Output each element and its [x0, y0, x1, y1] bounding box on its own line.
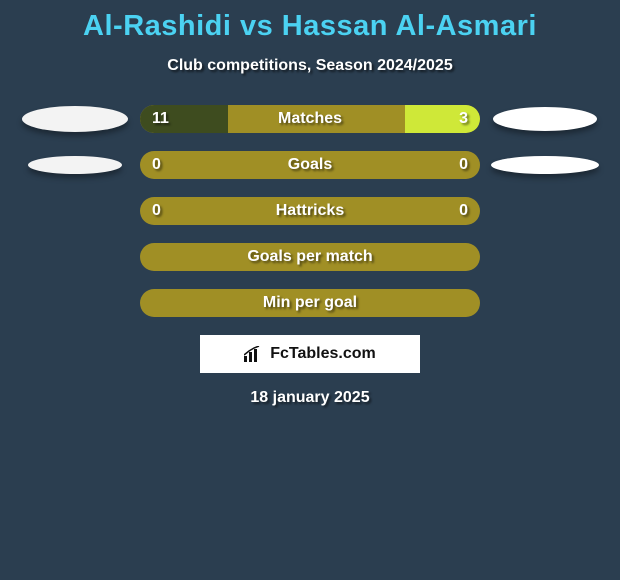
stat-label: Goals: [140, 156, 480, 174]
stat-value-right: 0: [459, 202, 468, 220]
brand-text: FcTables.com: [270, 345, 376, 363]
player-ellipse-left: [28, 156, 122, 174]
stat-label: Min per goal: [140, 294, 480, 312]
left-ellipse-cell: [10, 156, 140, 174]
stat-row-hattricks: Hattricks0 0: [10, 197, 610, 225]
bar-seg-left: [140, 105, 228, 133]
stat-row-gpm: Goals per match: [10, 243, 610, 271]
date-text: 18 january 2025: [10, 389, 610, 407]
stat-bar-goals: Goals0 0: [140, 151, 480, 179]
bar-seg-right: [405, 105, 480, 133]
stat-bar-gpm: Goals per match: [140, 243, 480, 271]
stat-label: Goals per match: [140, 248, 480, 266]
left-ellipse-cell: [10, 106, 140, 132]
chart-icon: [244, 346, 264, 362]
stat-row-goals: Goals0 0: [10, 151, 610, 179]
stat-value-left: 0: [152, 202, 161, 220]
stat-value-left: 0: [152, 156, 161, 174]
brand-badge: FcTables.com: [200, 335, 420, 373]
player-ellipse-right: [491, 156, 599, 174]
stat-label: Hattricks: [140, 202, 480, 220]
stat-row-matches: Matches113: [10, 105, 610, 133]
player-ellipse-left: [22, 106, 128, 132]
stat-bar-hattricks: Hattricks0 0: [140, 197, 480, 225]
right-ellipse-cell: [480, 156, 610, 174]
subtitle: Club competitions, Season 2024/2025: [10, 57, 610, 75]
stat-row-mpg: Min per goal: [10, 289, 610, 317]
page-title: Al-Rashidi vs Hassan Al-Asmari: [10, 10, 610, 43]
player-ellipse-right: [493, 107, 597, 131]
right-ellipse-cell: [480, 107, 610, 131]
stat-bar-matches: Matches113: [140, 105, 480, 133]
stat-value-right: 0: [459, 156, 468, 174]
stat-bar-mpg: Min per goal: [140, 289, 480, 317]
